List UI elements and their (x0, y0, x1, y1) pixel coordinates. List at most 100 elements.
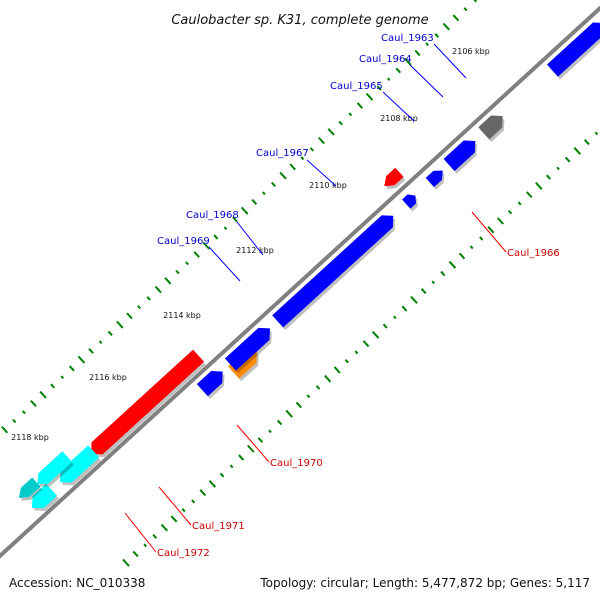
gc-dot (452, 14, 460, 22)
gc-dot (223, 226, 228, 231)
gc-dot (425, 42, 429, 47)
gene-label-caul-1965[interactable]: Caul_1965 (330, 81, 383, 92)
gene-leader-line (236, 221, 264, 256)
gc-dot (279, 171, 287, 180)
gc-dot (257, 437, 264, 443)
gc-dot (448, 260, 457, 269)
gene-label-caul-1966[interactable]: Caul_1966 (507, 248, 560, 259)
gene-feature-caul-1964[interactable] (546, 22, 600, 80)
gc-dot (300, 156, 305, 161)
gc-dot (463, 7, 468, 12)
gc-dot (393, 315, 397, 320)
gc-dot (564, 156, 571, 163)
gc-dot (229, 464, 234, 469)
gene-labels: Caul_1963 Caul_1964 Caul_1965 Caul_1966 Caul… (124, 33, 560, 559)
gc-dot (219, 472, 225, 478)
gc-dot (185, 261, 189, 266)
gene-feature-caul-1964[interactable] (224, 327, 272, 374)
gene-arrow (478, 115, 503, 140)
gc-dot (238, 454, 245, 461)
gene-leader-line (124, 512, 157, 553)
gc-dot (573, 146, 582, 155)
position-ticks: 2106 kbp 2108 kbp 2110 kbp 2112 kbp 2114 kbp… (11, 47, 490, 442)
gene-arrow (37, 451, 73, 484)
gc-dot (289, 163, 296, 171)
gc-dot (535, 181, 543, 190)
gc-dot (146, 296, 151, 301)
gene-feature-caul-1966[interactable] (384, 167, 406, 189)
gc-dot (213, 234, 219, 240)
gc-dot (276, 419, 283, 426)
gc-dot (479, 236, 484, 241)
gene-leader-line (433, 43, 467, 79)
gene-label-caul-1972[interactable]: Caul_1972 (157, 548, 210, 559)
gc-dot (77, 355, 86, 364)
gc-dot (88, 347, 94, 354)
gene-feature-caul-1964[interactable] (272, 215, 396, 331)
gene-feature-caul-1971[interactable] (31, 483, 59, 512)
gene-label-caul-1967[interactable]: Caul_1967 (256, 148, 309, 159)
gene-feature-caul-1970[interactable] (91, 349, 206, 458)
gene-arrow (60, 445, 100, 483)
gene-feature-caul-1967[interactable] (401, 194, 418, 212)
genome-summary-text: Topology: circular; Length: 5,477,872 bp… (259, 576, 590, 590)
gc-dot (107, 330, 113, 337)
gene-feature-caul-1965[interactable] (425, 170, 445, 190)
gene-feature-caul-1972[interactable] (18, 477, 43, 501)
gc-dot (431, 280, 435, 285)
gc-dot (440, 270, 446, 277)
gc-dot (395, 67, 402, 74)
gc-dot (164, 277, 172, 285)
gc-dot (410, 295, 418, 304)
backbone-line (0, 5, 600, 559)
gene-arrow (425, 170, 443, 188)
gc-dot (327, 128, 335, 136)
gc-dot (154, 285, 162, 294)
gc-dot (434, 32, 440, 38)
gc-dot (473, 0, 478, 3)
gene-feature-caul-1971[interactable] (60, 445, 101, 486)
gene-label-caul-1964[interactable]: Caul_1964 (359, 54, 412, 65)
gene-arrow (224, 327, 270, 371)
gc-dot (414, 49, 421, 57)
gene-label-caul-1963[interactable]: Caul_1963 (381, 33, 434, 44)
gc-dot (318, 136, 325, 145)
gene-leader-line (409, 64, 444, 98)
gene-label-caul-1968[interactable]: Caul_1968 (186, 210, 239, 221)
gene-feature-caul-1963[interactable] (478, 115, 505, 143)
gene-leader-line (236, 424, 270, 463)
gc-dot (21, 410, 26, 415)
gene-feature-caul-1971[interactable] (37, 451, 74, 487)
gene-label-caul-1970[interactable]: Caul_1970 (270, 458, 323, 469)
map-title: Caulobacter sp. K31, complete genome (171, 13, 428, 28)
gene-label-caul-1969[interactable]: Caul_1969 (157, 236, 210, 247)
gc-dot (126, 312, 133, 320)
gene-feature-caul-1964[interactable] (443, 140, 478, 174)
gc-dot (30, 400, 37, 407)
gene-label-caul-1971[interactable]: Caul_1971 (192, 521, 245, 532)
gc-dot (545, 174, 551, 180)
gene-leader-line (306, 159, 337, 187)
gc-dot (98, 340, 103, 344)
gene-leader-line (471, 211, 507, 253)
gc-dot (271, 181, 276, 187)
gc-dot (420, 288, 427, 295)
gc-dot (268, 429, 272, 434)
gc-dot (356, 102, 364, 109)
gene-leader-line (158, 486, 192, 526)
gene-arrow (272, 215, 394, 328)
gc-dot (160, 523, 169, 532)
gc-dot (181, 508, 186, 513)
gc-dot (202, 241, 210, 250)
gc-dot (208, 480, 217, 488)
gene-feature-caul-1969[interactable] (196, 371, 225, 399)
gc-dot (338, 120, 343, 126)
gc-dot (496, 217, 504, 225)
gc-dot (39, 390, 47, 399)
tick-label: 2116 kbp (89, 373, 127, 382)
gc-dot (401, 305, 408, 312)
footer-bar (0, 568, 600, 600)
gc-dot (315, 385, 321, 390)
gc-dot (50, 383, 56, 389)
